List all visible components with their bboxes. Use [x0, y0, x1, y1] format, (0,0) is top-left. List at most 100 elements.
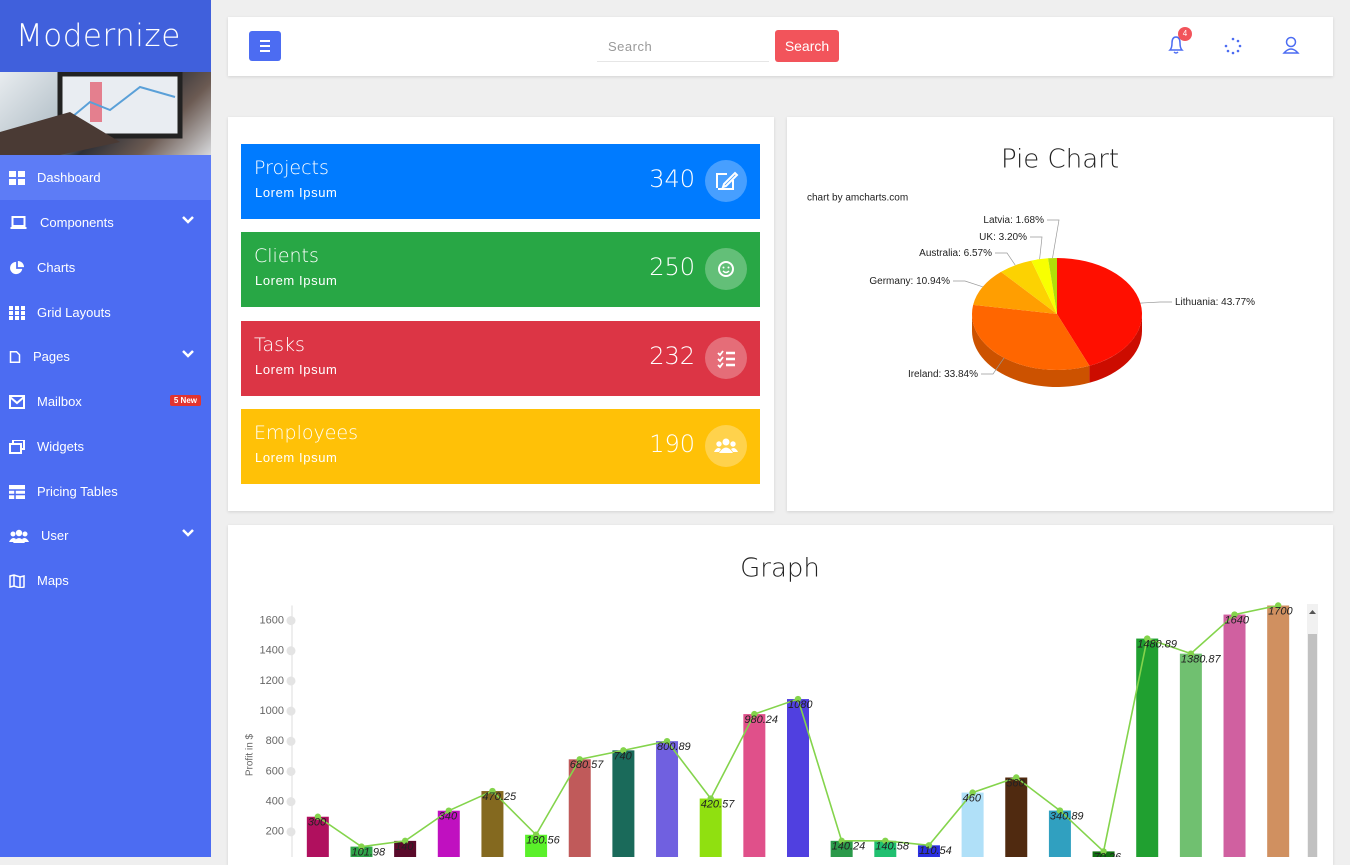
bell-icon[interactable]	[1168, 36, 1184, 54]
bar-value-label: 1080	[788, 699, 813, 711]
bar	[481, 791, 504, 857]
stat-subtitle: Lorem Ipsum	[255, 450, 338, 465]
search-button[interactable]: Search	[775, 30, 839, 62]
bar	[917, 845, 940, 857]
bar-value-label: 1380.87	[1181, 654, 1222, 666]
pie-label-name: Australia	[919, 248, 958, 259]
trend-point	[576, 756, 583, 763]
stat-card[interactable]: Employees Lorem Ipsum 190	[241, 409, 760, 484]
bar-value-label: 140.24	[832, 841, 866, 853]
topbar-icons	[1168, 36, 1300, 55]
bar	[1223, 614, 1246, 857]
y-tick-mark	[286, 736, 296, 746]
bar	[350, 846, 373, 857]
bar-value-label: 180.56	[526, 835, 561, 847]
pie-label: UK: 3.20%	[979, 232, 1027, 243]
pie-label-name: Latvia	[983, 215, 1010, 226]
menu-item[interactable]: Grid Layouts	[0, 290, 211, 335]
menu-label: Mailbox	[37, 394, 82, 409]
bar-value-label: 340	[439, 811, 458, 823]
spinner-icon[interactable]	[1224, 37, 1242, 55]
stat-icon	[705, 160, 747, 202]
bar	[437, 810, 460, 857]
menu-label: Dashboard	[37, 170, 101, 185]
notification-badge: 4	[1178, 27, 1192, 41]
pie-label-name: UK	[979, 232, 993, 243]
pie-label-sep: :	[993, 232, 999, 243]
search-input[interactable]: Search	[597, 32, 769, 62]
pie-label-sep: :	[1216, 297, 1222, 308]
bar-value-label: 300	[308, 817, 327, 829]
menu-item[interactable]: Pricing Tables	[0, 469, 211, 514]
stat-title: Clients	[254, 245, 319, 267]
trend-point	[1274, 602, 1282, 609]
pie-slice	[972, 304, 1090, 370]
trend-point	[925, 842, 933, 849]
stat-value: 250	[649, 253, 695, 281]
menu-item[interactable]: User	[0, 513, 211, 558]
scroll-arrow[interactable]	[1309, 610, 1316, 614]
user-icon[interactable]	[1282, 36, 1300, 54]
y-tick-label: 1400	[260, 645, 284, 657]
trend-point	[794, 695, 802, 703]
y-tick-mark	[286, 797, 296, 807]
menu-item[interactable]: Maps	[0, 558, 211, 603]
bar-value-label: 1640	[1225, 614, 1250, 626]
trend-point	[663, 737, 671, 745]
stat-card[interactable]: Projects Lorem Ipsum 340	[241, 144, 760, 219]
stat-card[interactable]: Tasks Lorem Ipsum 232	[241, 321, 760, 396]
trend-point	[1231, 611, 1238, 618]
pie-label-value: 1.68%	[1016, 215, 1044, 226]
menu-toggle[interactable]	[249, 31, 281, 61]
bar-value-label: 420.57	[701, 798, 736, 810]
pie-label: Australia: 6.57%	[919, 248, 992, 259]
trend-point	[1013, 774, 1020, 781]
bar	[568, 759, 591, 857]
bar-value-label: 1480.89	[1137, 638, 1177, 650]
y-tick-mark	[286, 616, 296, 626]
leader-line	[981, 357, 1005, 375]
bar-value-label: 70.26	[1094, 851, 1122, 857]
bar-value-label: 110.54	[919, 845, 952, 857]
stat-subtitle: Lorem Ipsum	[255, 362, 338, 377]
menu-item[interactable]: Charts	[0, 245, 211, 290]
pie-credit: chart by amcharts.com	[807, 193, 908, 204]
pie-label: Ireland: 33.84%	[908, 369, 978, 380]
sidebar-image	[0, 72, 211, 155]
bar	[306, 816, 329, 857]
laptop-illustration	[0, 72, 183, 155]
pie-slice-side	[972, 314, 1090, 388]
pie-title: Pie Chart	[1001, 145, 1119, 175]
y-tick-mark	[286, 706, 296, 716]
trend-point	[751, 710, 758, 718]
trend-point	[1100, 848, 1107, 855]
menu-label: Pricing Tables	[37, 484, 118, 499]
stat-title: Projects	[254, 157, 329, 179]
trend-point	[707, 795, 714, 802]
bar-value-label: 680.57	[570, 759, 605, 771]
bar	[743, 714, 766, 857]
stat-icon	[705, 425, 747, 467]
trend-point	[969, 789, 976, 796]
bar	[830, 840, 853, 857]
pie-label-value: 10.94%	[916, 276, 950, 287]
scrollbar-thumb[interactable]	[1308, 634, 1317, 857]
trend-point	[620, 747, 627, 754]
y-tick-label: 1600	[260, 614, 284, 626]
stat-card[interactable]: Clients Lorem Ipsum 250	[241, 232, 760, 307]
sidebar: Modernize Dashboard Components Charts Gr…	[0, 0, 211, 857]
menu-item[interactable]: Mailbox 5 New	[0, 379, 211, 424]
bar	[394, 840, 417, 857]
bar	[525, 834, 548, 857]
stat-value: 190	[649, 430, 695, 458]
bar-value-label: 140	[395, 841, 414, 853]
pie-slice	[1000, 260, 1057, 314]
menu-item[interactable]: Dashboard	[0, 155, 211, 200]
menu-item[interactable]: Pages	[0, 334, 211, 379]
y-tick-label: 1000	[260, 705, 284, 717]
trend-point	[358, 843, 365, 850]
menu-item[interactable]: Widgets	[0, 424, 211, 469]
brand[interactable]: Modernize	[0, 0, 211, 72]
menu-item[interactable]: Components	[0, 200, 211, 245]
